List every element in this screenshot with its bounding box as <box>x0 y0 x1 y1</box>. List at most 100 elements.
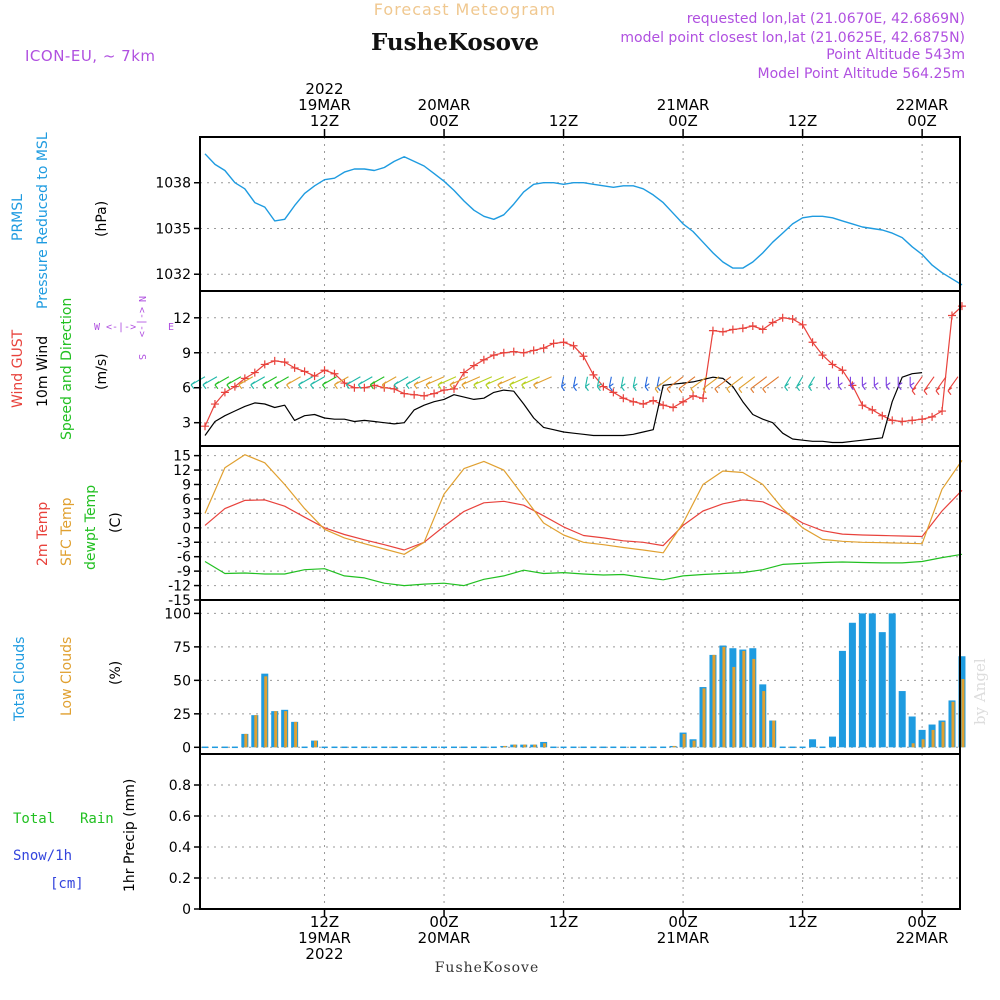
pressure-line <box>204 153 963 286</box>
bottom-time-label: 2022 <box>305 945 343 963</box>
temp-ytick-label: 6 <box>182 492 191 508</box>
gust-marker <box>340 379 349 388</box>
low-cloud-bar <box>911 743 915 748</box>
wind-line <box>204 372 923 444</box>
axis-layer: 1038103510321296315129630-3-6-9-12-15100… <box>155 80 948 963</box>
gust-marker <box>669 403 678 412</box>
wind-direction-arrow <box>274 376 289 390</box>
low-cloud-bar <box>533 744 537 748</box>
wind-ytick-label: 12 <box>173 311 191 327</box>
gust-marker <box>918 415 927 424</box>
wind-direction-arrow <box>632 376 638 392</box>
wind-ytick-label: 9 <box>182 346 191 362</box>
wind-direction-arrow <box>678 376 696 394</box>
wind-direction-arrow <box>738 376 756 394</box>
total-cloud-bar <box>828 736 836 748</box>
clouds-ytick-label: 0 <box>182 740 191 756</box>
temp-ytick-label: 9 <box>182 478 191 494</box>
gust-marker <box>350 383 359 392</box>
wind-direction-arrow <box>509 376 528 390</box>
wind-direction-arrow <box>437 376 457 390</box>
wind-direction-arrow <box>947 376 959 396</box>
low-cloud-bar <box>742 650 746 748</box>
total-clouds-label: Total Clouds <box>12 637 28 722</box>
gust-marker <box>250 368 259 377</box>
gust-marker <box>579 352 588 361</box>
wind-unit: (m/s) <box>94 353 110 390</box>
pressure-label-prmsl: PRMSL <box>10 194 26 241</box>
low-cloud-bar <box>264 676 268 748</box>
gust-marker <box>728 325 737 334</box>
precip-ytick-label: 0.4 <box>169 840 191 856</box>
gust-marker <box>649 396 658 405</box>
data-layer <box>190 153 966 749</box>
wind-ytick-label: 6 <box>182 381 191 397</box>
wind-direction-arrow <box>393 376 409 390</box>
wind-direction-arrow <box>849 376 855 391</box>
temp-ytick-label: -12 <box>168 579 191 595</box>
low-cloud-bar <box>254 715 258 748</box>
temp-ytick-label: 12 <box>173 463 191 479</box>
low-cloud-bar <box>772 720 776 748</box>
wind-direction-arrow <box>750 376 768 394</box>
low-cloud-bar <box>523 744 527 748</box>
wind-direction-arrow <box>808 376 816 392</box>
compass-w: W <box>94 322 101 333</box>
station-title: FusheKosove <box>371 29 539 56</box>
low-cloud-bar <box>941 721 945 748</box>
gust-marker <box>549 339 558 348</box>
gust-marker <box>948 311 956 320</box>
snow-label: Snow/1h <box>13 848 72 864</box>
low-cloud-bar <box>682 733 686 748</box>
pressure-unit: (hPa) <box>94 201 110 237</box>
gust-marker <box>210 400 219 409</box>
wind-direction-arrow <box>461 376 481 390</box>
gust-marker <box>768 318 777 327</box>
low-cloud-bar <box>513 744 517 748</box>
low-cloud-bar <box>722 646 726 748</box>
gust-marker <box>938 407 947 416</box>
compass-s: S <box>136 354 147 360</box>
wind-direction-arrow <box>608 376 614 392</box>
low-cloud-bar <box>543 743 547 748</box>
gust-marker <box>738 324 747 333</box>
low-cloud-bar <box>951 701 955 748</box>
wind-ytick-label: 3 <box>182 416 191 432</box>
gust-marker <box>330 369 339 378</box>
wind-direction-arrow <box>473 376 493 390</box>
pressure-ytick-label: 1038 <box>155 176 191 192</box>
gust-marker <box>828 360 837 369</box>
precip-ytick-label: 0.8 <box>169 778 191 794</box>
wind-direction-arrow <box>449 376 469 390</box>
temp-unit: (C) <box>108 512 124 533</box>
footer-station: FusheKosove <box>435 960 540 976</box>
low-cloud-bar <box>284 711 288 748</box>
gust-marker <box>320 366 329 375</box>
low-cloud-bar <box>244 733 248 748</box>
gust-marker <box>708 326 717 335</box>
low-cloud-bar <box>692 740 696 748</box>
gust-marker <box>868 405 877 414</box>
bottom-time-label: 22MAR <box>896 929 949 947</box>
wind-direction-arrow <box>561 376 566 392</box>
bottom-time-label: 12Z <box>788 913 817 931</box>
compass-rose: N <-|-> W E <-|-> S <box>94 296 174 360</box>
clouds-ytick-label: 75 <box>173 640 191 656</box>
wind-direction-arrow <box>381 376 397 390</box>
wind-direction-arrow <box>202 376 218 390</box>
wind-gust-label: Wind GUST <box>10 329 26 408</box>
wind-direction-arrow <box>369 376 385 390</box>
wind-direction-arrow <box>521 376 540 390</box>
wind-direction-arrow <box>837 376 843 391</box>
total-cloud-bar <box>888 613 896 748</box>
gust-marker <box>360 383 369 392</box>
gust-marker <box>529 346 538 355</box>
gust-marker <box>659 401 668 410</box>
gust-marker <box>679 397 688 406</box>
wind-direction-arrow <box>310 376 325 390</box>
wind-direction-arrow <box>584 376 590 392</box>
pressure-ytick-label: 1032 <box>155 267 191 283</box>
precip-ytick-label: 0 <box>182 902 191 918</box>
wind-direction-arrow <box>873 376 879 391</box>
